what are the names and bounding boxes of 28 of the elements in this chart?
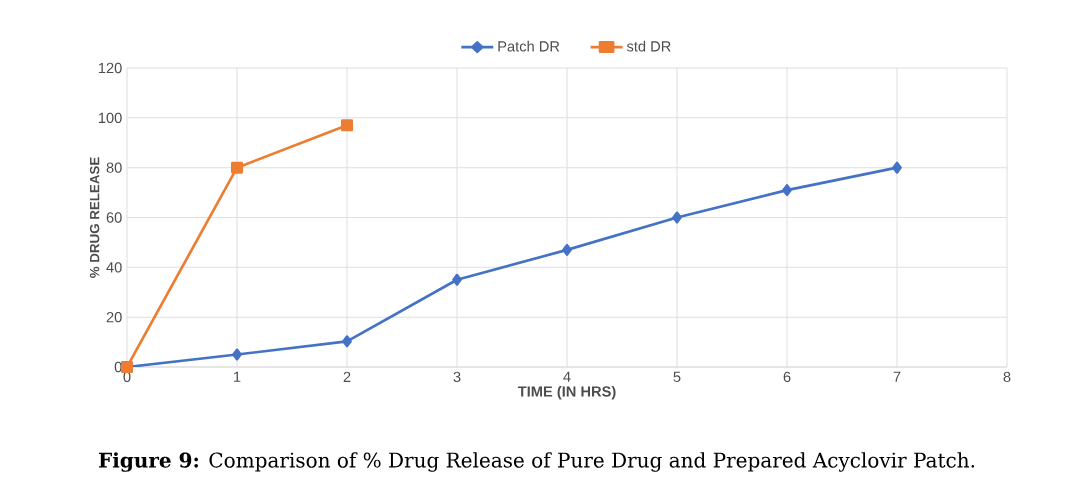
point	[341, 119, 354, 132]
x-tick-label: 1	[234, 371, 241, 382]
x-tick-label: 2	[343, 371, 351, 382]
x-tick-label: 4	[563, 371, 571, 382]
y-axis-title: % DRUG RELEASE	[89, 157, 100, 278]
y-tick-label: 60	[106, 212, 122, 223]
point	[231, 161, 244, 174]
text: Figure 9: Comparison of % Drug Release of Pure Drug and Prepared Acyclovir Patch.	[98, 452, 975, 472]
point	[452, 273, 462, 286]
x-tick-label: 8	[1003, 371, 1011, 383]
x-tick-label: 7	[893, 371, 901, 382]
y-tick-label: 20	[106, 311, 122, 323]
y-tick-label: 120	[98, 62, 122, 74]
legend-label: Patch DR	[498, 40, 560, 52]
x-axis-title: TIME (IN HRS)	[517, 385, 616, 400]
point	[672, 211, 682, 224]
x-tick-label: 5	[673, 371, 681, 382]
point	[782, 184, 792, 197]
point	[232, 348, 242, 361]
x-tick-label: 3	[453, 371, 461, 383]
y-tick-label: 80	[106, 162, 122, 173]
y-tick-label: 100	[98, 112, 122, 124]
point	[342, 335, 352, 348]
point	[892, 161, 902, 174]
x-tick-label: 6	[783, 371, 791, 383]
legend-label: std DR	[626, 40, 671, 52]
y-tick-label: 40	[106, 262, 122, 273]
point	[562, 243, 572, 256]
